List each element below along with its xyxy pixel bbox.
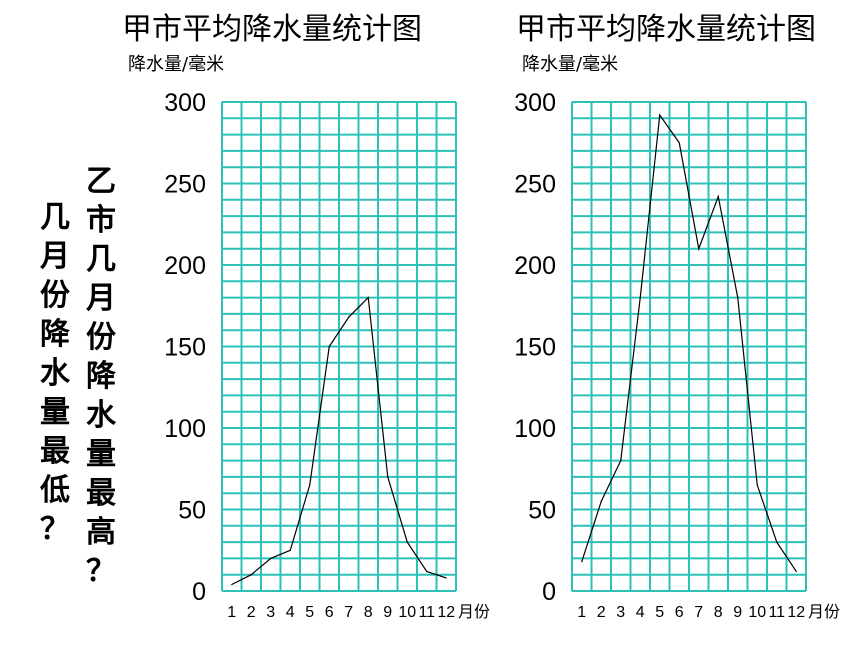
question-highest-month-char: 乙	[86, 164, 116, 199]
chart2-y-tick-label: 0	[542, 578, 556, 606]
chart1-data-point	[406, 541, 408, 543]
chart1-x-tick-label: 7	[344, 604, 353, 621]
chart1-data-point	[328, 345, 330, 348]
question-lowest-month: 几月份降水量最低 ？	[38, 198, 72, 549]
chart2-data-point	[678, 142, 680, 144]
chart2-x-tick-label: 11	[768, 604, 785, 621]
chart2-x-tick-label: 9	[733, 604, 742, 621]
chart1-grid	[221, 101, 457, 592]
question-highest-month-char: 最	[86, 476, 116, 511]
chart1-y-tick-label: 0	[192, 578, 206, 606]
chart2-grid	[571, 101, 807, 592]
chart2-x-tick-label: 2	[597, 604, 606, 621]
chart2-x-unit: 月份	[808, 603, 840, 621]
chart2-data-point	[776, 541, 778, 543]
chart1-y-tick-label: 150	[164, 334, 206, 362]
chart1-x-tick-label: 1	[227, 604, 236, 621]
chart2-x-tick-label: 10	[748, 604, 766, 621]
question-lowest-month-char: 量	[40, 395, 70, 430]
chart2-x-tick-label: 12	[787, 604, 805, 621]
chart1-y-tick-label: 300	[164, 89, 206, 117]
chart1-data-point	[426, 570, 428, 573]
chart1-series-line	[231, 296, 447, 586]
chart2-data-point	[795, 570, 797, 573]
chart1-ylabel: 降水量/毫米	[128, 54, 225, 75]
chart2-data-point	[620, 460, 622, 462]
question-highest-month-char: ？	[86, 554, 116, 589]
question-lowest-month-char: 份	[40, 278, 70, 313]
chart1-data-point	[445, 577, 447, 579]
chart1-data-point	[309, 484, 311, 486]
chart1-title: 甲市平均降水量统计图	[122, 12, 422, 47]
chart1-x-tick-label: 10	[398, 604, 416, 621]
chart2-data-point	[698, 248, 700, 250]
chart1-data-point	[250, 574, 252, 576]
chart2-x-tick-label: 6	[675, 604, 684, 621]
chart2-y-tick-label: 300	[514, 89, 556, 117]
chart2-y-tick-label: 50	[528, 497, 556, 525]
chart1-y-tick-label: 250	[164, 171, 206, 199]
chart1-x-tick-label: 4	[286, 604, 295, 621]
question-highest-month-char: 市	[86, 203, 116, 238]
chart2-ylabel: 降水量/毫米	[522, 54, 619, 75]
question-highest-month-char: 月	[86, 281, 116, 316]
chart2-y-tick-label: 150	[514, 334, 556, 362]
question-highest-month-char: 水	[86, 398, 116, 433]
chart2-title: 甲市平均降水量统计图	[516, 12, 816, 47]
chart1-y-tick-label: 200	[164, 252, 206, 280]
chart1-data-point	[289, 549, 291, 551]
chart1-x-tick-label: 11	[418, 604, 435, 621]
chart1-data-point	[367, 297, 369, 299]
chart1-x-tick-label: 5	[305, 604, 314, 621]
chart2-x-tick-label: 4	[636, 604, 645, 621]
question-highest-month-char: 量	[86, 437, 116, 472]
question-lowest-month-char: 最	[40, 434, 70, 469]
question-highest-month-char: 几	[86, 242, 116, 277]
chart2-data-point	[581, 561, 583, 563]
chart1-x-tick-label: 2	[247, 604, 256, 621]
question-lowest-month-char: 几	[40, 200, 70, 235]
chart2-x-tick-label: 1	[577, 604, 586, 621]
chart2-data-point	[659, 114, 661, 116]
question-highest-month-char: 份	[86, 320, 116, 355]
chart1-x-tick-label: 12	[437, 604, 455, 621]
chart1-x-tick-label: 8	[364, 604, 373, 621]
chart1-y-tick-label: 50	[178, 497, 206, 525]
chart1-y-tick-label: 100	[164, 415, 206, 443]
chart2-y-tick-label: 250	[514, 171, 556, 199]
question-highest-month: 乙市几月份降水量最高 ？	[84, 162, 118, 591]
question-lowest-month-char: 低	[40, 473, 70, 508]
chart2-x-tick-label: 5	[655, 604, 664, 621]
chart1-x-unit: 月份	[458, 603, 490, 621]
chart2-x-tick-label: 3	[616, 604, 625, 621]
chart2-data-point	[756, 484, 758, 486]
chart1-data-point	[387, 476, 389, 478]
chart1-x-tick-label: 9	[383, 604, 392, 621]
question-highest-month-char: 降	[86, 359, 116, 394]
chart1-data-point	[231, 583, 233, 586]
chart2-x-tick-label: 7	[694, 604, 703, 621]
question-lowest-month-char: 水	[40, 356, 70, 391]
chart1-x-tick-label: 3	[266, 604, 275, 621]
chart2-data-point	[639, 297, 641, 299]
question-highest-month-char: 高	[86, 515, 116, 550]
chart1-data-point	[270, 557, 272, 559]
chart2-data-point	[600, 500, 602, 502]
question-lowest-month-char: ？	[40, 512, 70, 547]
chart2-data-point	[717, 195, 719, 198]
chart2-x-tick-label: 8	[714, 604, 723, 621]
chart2-y-tick-label: 200	[514, 252, 556, 280]
chart2-data-point	[737, 297, 739, 299]
chart1-x-tick-label: 6	[325, 604, 334, 621]
question-lowest-month-char: 月	[40, 239, 70, 274]
chart2-y-tick-label: 100	[514, 415, 556, 443]
question-lowest-month-char: 降	[40, 317, 70, 352]
chart2-series-line	[581, 113, 797, 572]
chart1-data-point	[348, 316, 350, 318]
